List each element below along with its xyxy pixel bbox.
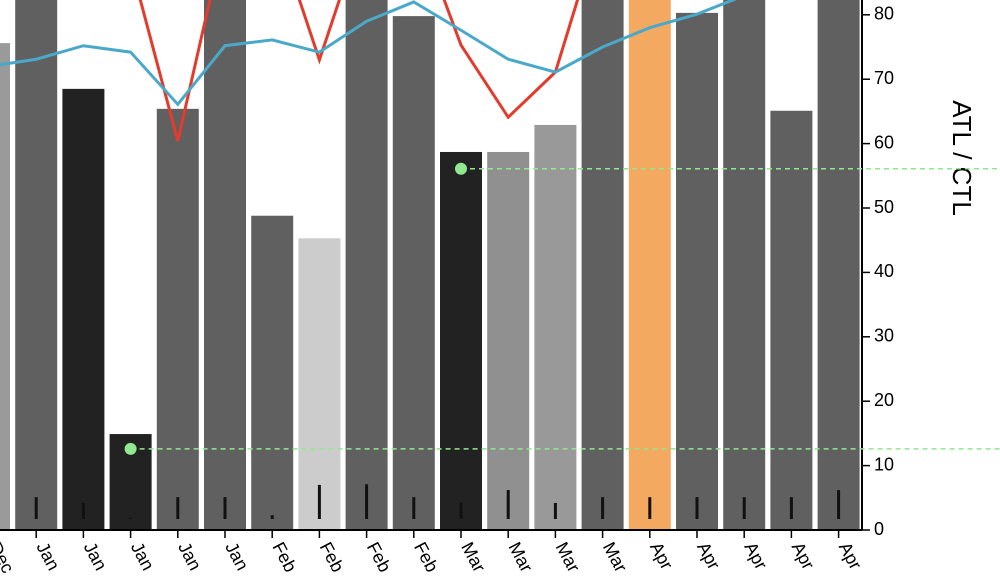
bar — [298, 238, 341, 530]
bar — [251, 215, 294, 530]
x-tick-label: Apr — [693, 539, 724, 573]
bar — [0, 43, 10, 530]
x-tick-label: Mar — [599, 539, 631, 576]
y-tick-label: 70 — [874, 68, 894, 88]
bar — [817, 0, 860, 530]
x-tick-label: Jan — [80, 539, 111, 574]
x-tick-label: Apr — [646, 539, 677, 573]
x-tick-label: Feb — [316, 539, 348, 576]
x-tick-label: Mar — [457, 539, 489, 576]
x-tick-label: Feb — [268, 539, 300, 576]
x-tick-label: Jan — [174, 539, 205, 574]
bar — [487, 151, 530, 530]
y-tick-label: 80 — [874, 4, 894, 24]
threshold-dot — [124, 442, 137, 455]
x-tick-label: Apr — [835, 539, 866, 573]
x-tick-label: Dec — [0, 539, 18, 577]
bar — [62, 88, 105, 530]
y-tick-label: 50 — [874, 197, 894, 217]
x-tick-label: Apr — [740, 539, 771, 573]
y-tick-label: 0 — [874, 519, 884, 539]
y-tick-label: 20 — [874, 390, 894, 410]
y-tick-label: 40 — [874, 261, 894, 281]
plot-area — [0, 0, 860, 530]
x-tick-label: Mar — [504, 539, 536, 576]
bar — [770, 110, 813, 530]
bar — [345, 0, 388, 530]
x-tick-label: Jan — [32, 539, 63, 574]
bar — [440, 151, 482, 530]
bar — [628, 0, 671, 530]
x-tick-label: Jan — [127, 539, 158, 574]
bar — [676, 12, 718, 530]
x-tick-label: Feb — [410, 539, 442, 576]
line — [0, 0, 737, 107]
y-tick-label: 60 — [874, 132, 894, 152]
x-tick-label: Apr — [788, 539, 819, 573]
bar — [204, 0, 246, 530]
x-tick-label: Mar — [552, 539, 584, 576]
bar — [581, 0, 624, 530]
y-tick-label: 10 — [874, 454, 894, 474]
bar — [15, 0, 58, 530]
threshold-dot — [455, 162, 467, 175]
bar — [156, 108, 199, 530]
x-tick-label: Jan — [221, 539, 252, 574]
y-axis-label: ATL / CTL — [947, 100, 977, 216]
y-tick-label: 30 — [874, 326, 894, 346]
x-tick-label: Feb — [363, 539, 395, 576]
bar — [534, 124, 577, 530]
bar — [723, 0, 766, 530]
bar — [392, 16, 435, 530]
